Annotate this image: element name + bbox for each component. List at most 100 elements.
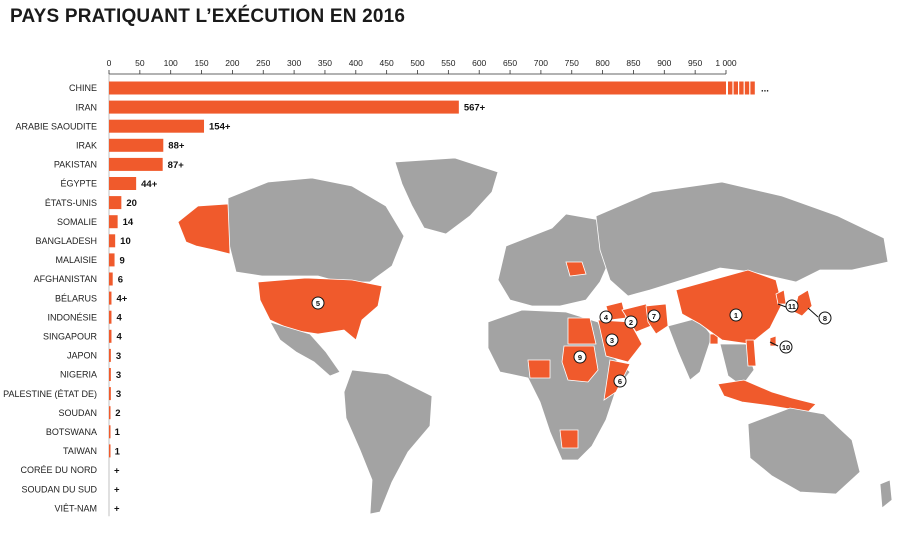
category-label: NIGERIA — [60, 370, 97, 380]
value-label: 10 — [120, 236, 131, 247]
category-label: BÉLARUS — [55, 293, 97, 303]
value-label: 3 — [116, 370, 121, 381]
x-tick-label: 350 — [318, 58, 332, 68]
svg-text:6: 6 — [618, 377, 622, 386]
category-label: AFGHANISTAN — [34, 274, 97, 284]
svg-text:1: 1 — [734, 311, 738, 320]
category-label: SINGAPOUR — [43, 332, 98, 342]
bar — [109, 177, 137, 190]
bar-overflow-segment — [750, 81, 755, 95]
value-label: 88+ — [168, 141, 185, 152]
value-label: 4 — [116, 332, 122, 343]
category-label: IRAK — [76, 141, 97, 151]
bar — [109, 272, 113, 286]
x-tick-label: 300 — [287, 58, 301, 68]
value-label: 4 — [116, 313, 122, 324]
country-nigeria — [527, 359, 551, 379]
value-label: 567+ — [464, 103, 486, 114]
value-label: 44+ — [141, 179, 158, 190]
value-labels: ...567+154+88+87+44+201410964+44333211++… — [114, 83, 769, 514]
map-marker: 9 — [573, 350, 587, 364]
svg-text:8: 8 — [823, 314, 827, 323]
x-tick-label: 450 — [380, 58, 394, 68]
x-tick-label: 150 — [194, 58, 208, 68]
chart-title: PAYS PRATIQUANT L’EXÉCUTION EN 2016 — [10, 6, 406, 27]
category-label: PAKISTAN — [54, 160, 97, 170]
bar — [109, 387, 111, 401]
bar-overflow-segment — [744, 81, 750, 95]
svg-text:9: 9 — [578, 353, 582, 362]
value-label: 6 — [118, 274, 123, 285]
bar — [109, 119, 205, 133]
svg-text:5: 5 — [316, 299, 320, 308]
x-tick-label: 650 — [503, 58, 517, 68]
svg-text:11: 11 — [788, 302, 796, 311]
landmass-central-america — [269, 321, 341, 377]
category-label: TAIWAN — [63, 446, 97, 456]
bar — [109, 81, 726, 95]
category-label: BOTSWANA — [46, 427, 97, 437]
country-china — [675, 269, 783, 345]
x-tick-label: 600 — [472, 58, 486, 68]
value-label: + — [114, 485, 120, 496]
value-label: 87+ — [168, 160, 185, 171]
bar — [109, 406, 111, 420]
map-marker: 4 — [599, 310, 613, 324]
category-label: ÉTATS-UNIS — [45, 198, 97, 208]
bar-series — [109, 81, 755, 458]
bar — [109, 329, 112, 343]
map-marker: 7 — [647, 309, 661, 323]
value-label: + — [114, 504, 120, 515]
map-marker: 2 — [624, 315, 638, 329]
country-belarus — [565, 261, 587, 277]
category-label: IRAN — [75, 102, 97, 112]
bar — [109, 425, 111, 439]
category-label: VIÊT-NAM — [54, 503, 97, 513]
category-label: JAPON — [67, 351, 97, 361]
x-tick-label: 1 000 — [715, 58, 737, 68]
country-sudan — [561, 345, 599, 383]
category-label: SOUDAN DU SUD — [21, 484, 97, 494]
map-marker: 3 — [605, 333, 619, 347]
value-label: 1 — [115, 446, 121, 457]
x-tick-label: 750 — [565, 58, 579, 68]
value-label: 2 — [115, 408, 120, 419]
bar-overflow-segment — [728, 81, 733, 95]
value-label: 20 — [126, 198, 137, 209]
bar — [109, 157, 163, 171]
landmass-canada — [227, 177, 405, 283]
x-tick-label: 200 — [225, 58, 239, 68]
bar — [109, 348, 111, 362]
bar — [109, 291, 112, 305]
x-tick-label: 100 — [164, 58, 178, 68]
value-label: 3 — [116, 351, 121, 362]
country-vietnam — [745, 339, 757, 367]
svg-text:3: 3 — [610, 336, 614, 345]
map-markers: 1 2 3 4 5 6 7 8 9 10 11 — [311, 296, 832, 388]
bar — [109, 234, 116, 248]
x-tick-label: 850 — [626, 58, 640, 68]
value-label: 4+ — [116, 294, 127, 305]
svg-text:7: 7 — [652, 312, 656, 321]
category-label: INDONÉSIE — [47, 312, 97, 322]
x-tick-label: 550 — [441, 58, 455, 68]
bar — [109, 215, 118, 229]
bar — [109, 196, 122, 210]
landmass-europe — [497, 213, 617, 307]
marker-pointers — [769, 303, 819, 347]
landmass-greenland — [394, 157, 499, 235]
category-label: CHINE — [69, 83, 97, 93]
country-egypt — [567, 317, 597, 345]
bar-overflow-segment — [733, 81, 738, 95]
country-taiwan — [769, 335, 777, 347]
landmass-new-zealand — [879, 479, 893, 509]
category-label: SOMALIE — [57, 217, 97, 227]
landmass-russia — [595, 181, 889, 297]
map-marker: 6 — [613, 374, 627, 388]
bar — [109, 100, 459, 114]
svg-text:4: 4 — [604, 313, 609, 322]
svg-text:2: 2 — [629, 318, 633, 327]
x-tick-label: 800 — [596, 58, 610, 68]
value-label: 14 — [123, 217, 134, 228]
map-marker: 5 — [311, 296, 325, 310]
